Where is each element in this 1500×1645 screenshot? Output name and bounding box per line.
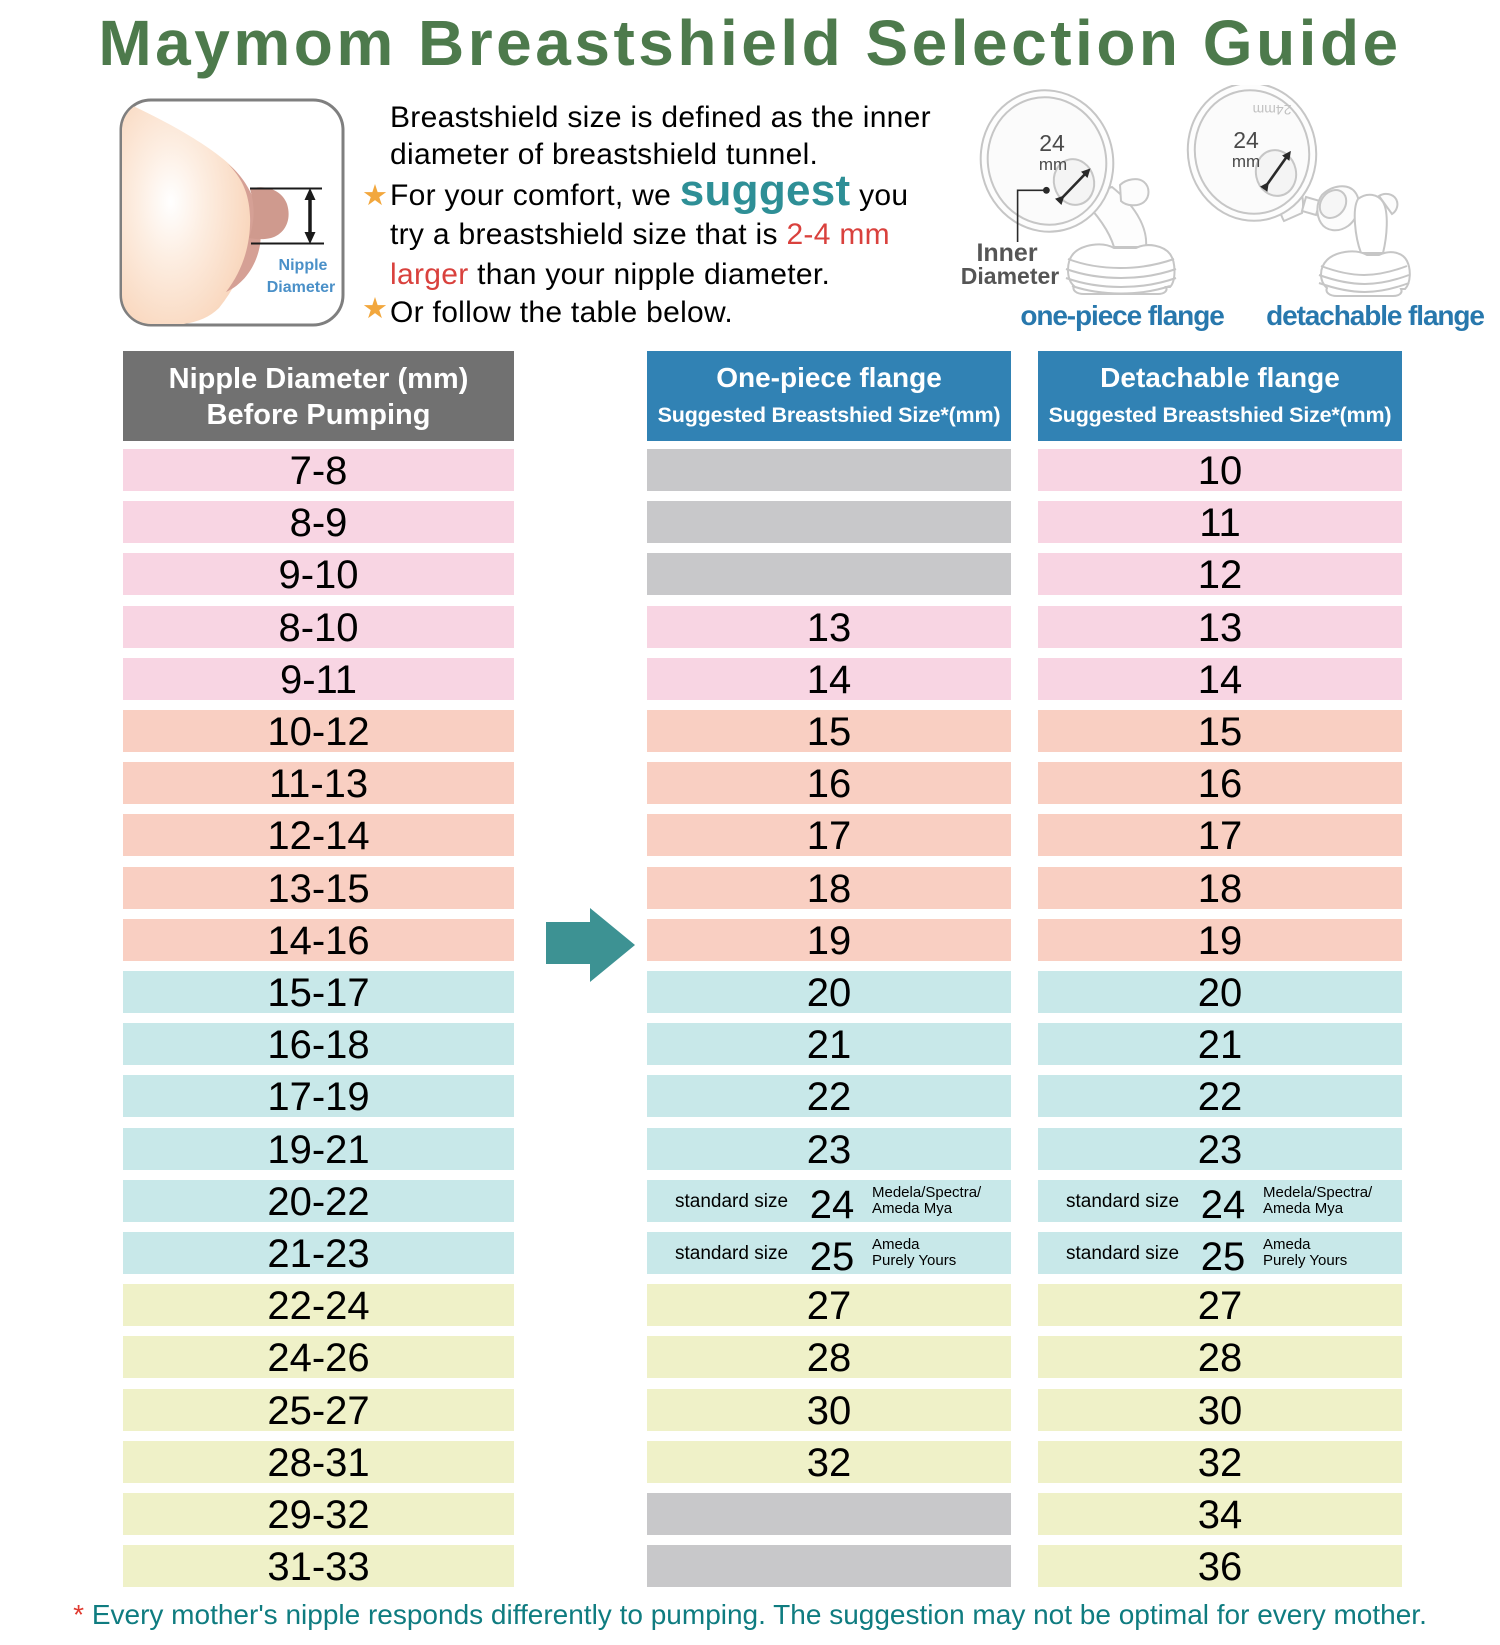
svg-text:24: 24 bbox=[1233, 127, 1259, 153]
svg-text:mm: mm bbox=[1039, 155, 1067, 174]
svg-text:24: 24 bbox=[1039, 130, 1065, 156]
svg-text:Nipple: Nipple bbox=[279, 257, 328, 274]
svg-text:Diameter: Diameter bbox=[961, 263, 1059, 289]
svg-text:24mm: 24mm bbox=[1253, 102, 1292, 118]
svg-text:Diameter: Diameter bbox=[267, 279, 335, 296]
svg-text:mm: mm bbox=[1232, 152, 1260, 171]
svg-text:Inner: Inner bbox=[976, 239, 1037, 267]
